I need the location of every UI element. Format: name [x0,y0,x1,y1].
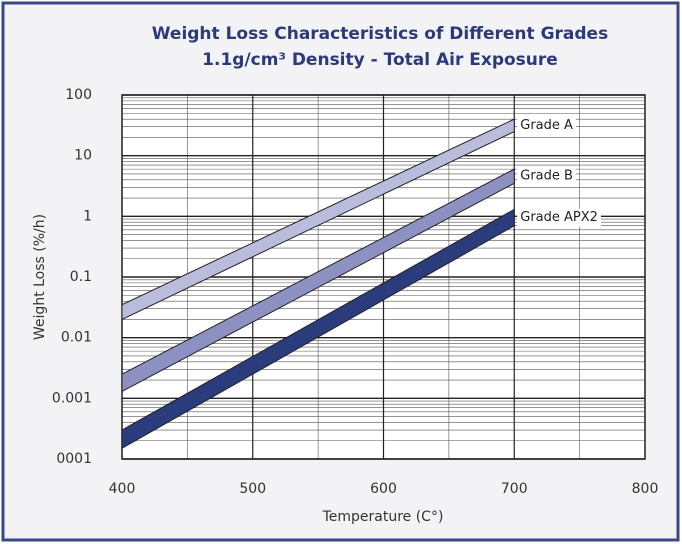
label-background [517,208,601,227]
series-label: Grade A [520,118,573,133]
band [121,118,515,321]
x-tick-label: 500 [239,481,266,497]
y-tick-label: 10 [74,148,92,164]
y-axis-label: Weight Loss (%/h) [32,214,48,340]
y-tick-label: 0.01 [61,330,92,346]
x-axis-label: Temperature (C°) [322,509,444,525]
y-tick-label: 1 [83,208,92,224]
band [121,168,515,393]
y-tick-label: 0.001 [52,390,92,406]
band [121,208,515,450]
label-background [517,116,576,135]
y-tick-label: 100 [65,87,92,103]
y-tick-label: 0.1 [70,269,92,285]
plot-border [121,94,646,460]
chart-title: Weight Loss Characteristics of Different… [152,24,608,44]
series-label: Grade APX2 [520,210,598,225]
x-tick-label: 800 [632,481,659,497]
y-tick-label: 0001 [56,451,92,467]
x-tick-label: 400 [109,481,136,497]
series-label: Grade B [520,169,573,184]
x-tick-label: 700 [501,481,528,497]
label-background [517,167,576,186]
x-tick-label: 600 [370,481,397,497]
chart-subtitle: 1.1g/cm³ Density - Total Air Exposure [202,50,558,70]
